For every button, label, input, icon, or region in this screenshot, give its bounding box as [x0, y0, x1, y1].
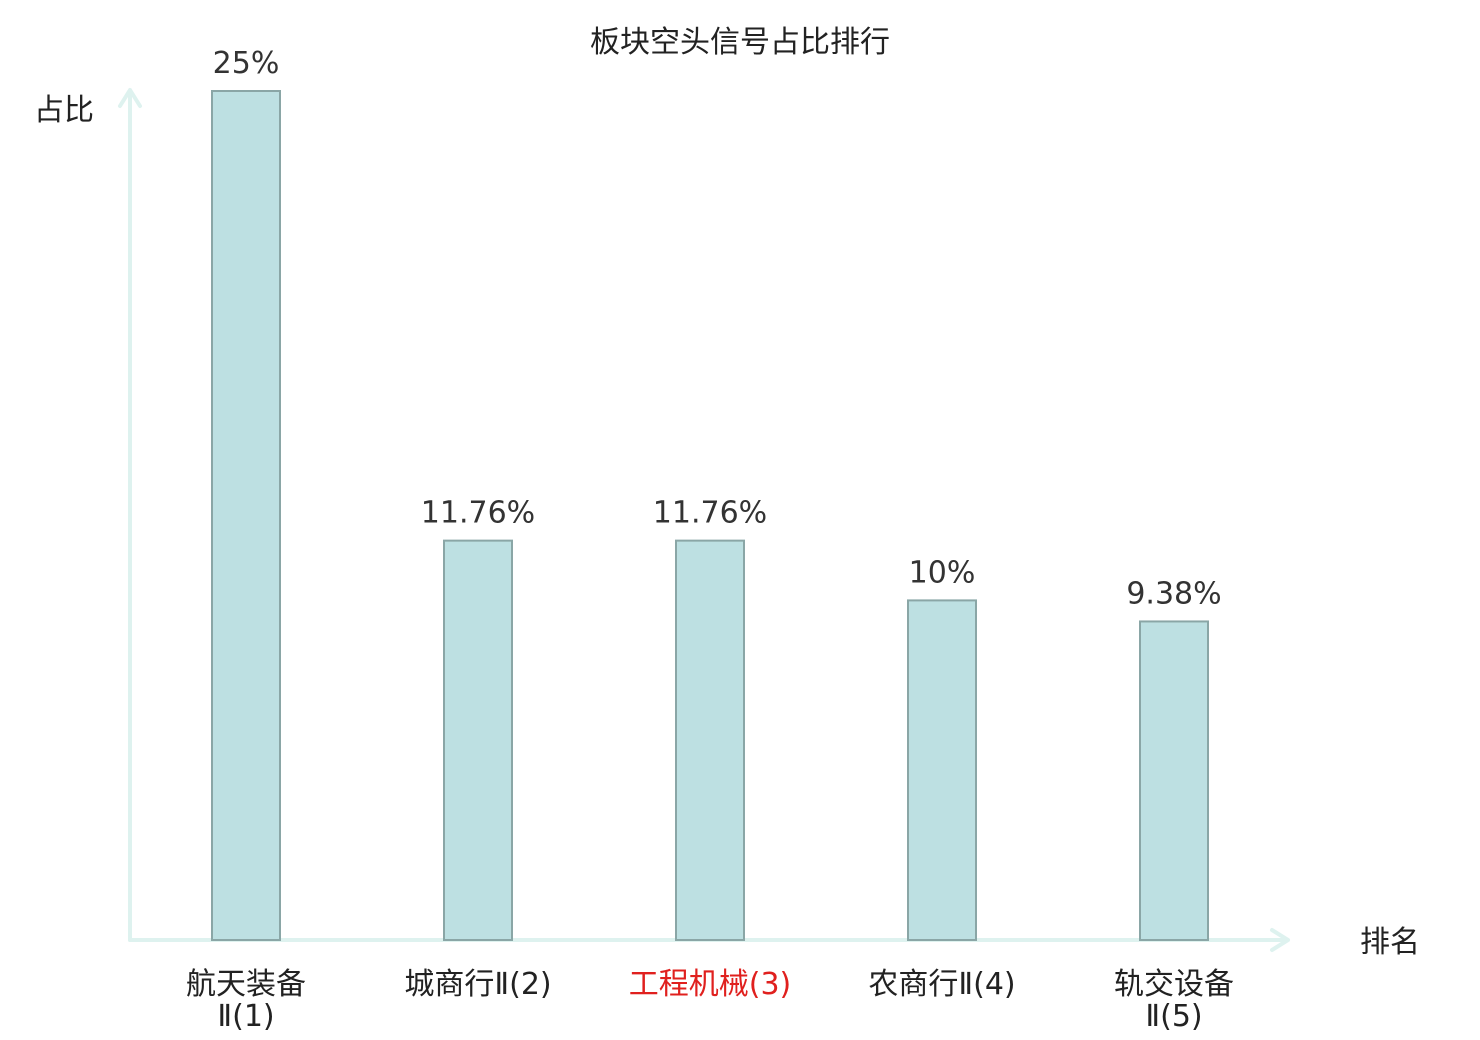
- bar-2: [443, 539, 513, 941]
- bar-3: [675, 539, 745, 941]
- category-label-3: 工程机械(3): [629, 967, 792, 1002]
- category-label-2: 城商行Ⅱ(2): [404, 967, 551, 1002]
- y-axis: [118, 88, 142, 942]
- x-axis-label: 排名: [1360, 925, 1420, 960]
- y-axis-label: 占比: [34, 93, 94, 128]
- category-label-1: 航天装备: [186, 967, 306, 1002]
- bar-1: [211, 90, 281, 941]
- value-label-2: 11.76%: [421, 496, 535, 531]
- value-label-1: 25%: [213, 46, 280, 81]
- chart-title: 板块空头信号占比排行: [590, 25, 890, 60]
- value-labels-group: 25% 11.76% 11.76% 10% 9.38%: [213, 46, 1222, 611]
- bars-group: [211, 90, 1209, 942]
- bar-5: [1139, 620, 1209, 941]
- category-label-5: 轨交设备: [1114, 967, 1234, 1002]
- value-label-5: 9.38%: [1126, 576, 1221, 611]
- category-label-4: 农商行Ⅱ(4): [868, 967, 1015, 1002]
- category-label-5-line2: Ⅱ(5): [1145, 999, 1202, 1034]
- bar-4: [907, 599, 977, 942]
- category-label-1-line2: Ⅱ(1): [217, 999, 274, 1034]
- value-label-4: 10%: [909, 555, 976, 590]
- value-label-3: 11.76%: [653, 496, 767, 531]
